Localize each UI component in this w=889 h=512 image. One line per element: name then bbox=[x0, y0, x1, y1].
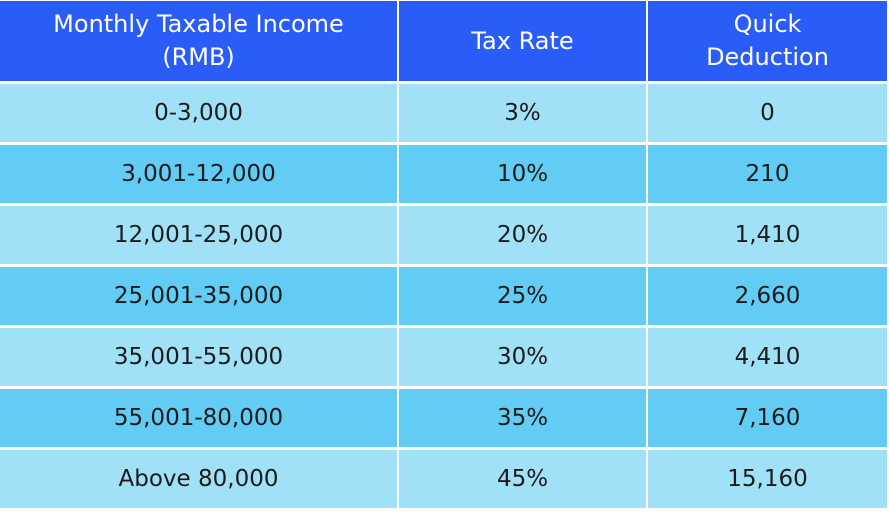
header-cell: Monthly Taxable Income (RMB) bbox=[0, 1, 397, 81]
cell-text: 25,001-35,000 bbox=[113, 283, 284, 309]
cell-text: 0-3,000 bbox=[154, 100, 243, 126]
table-cell: 25% bbox=[399, 267, 646, 325]
cell-text: 3% bbox=[504, 100, 541, 126]
cell-text: 210 bbox=[745, 161, 790, 187]
cell-text: 10% bbox=[496, 161, 549, 187]
header-cell: Quick Deduction bbox=[648, 1, 887, 81]
table-cell: 25,001-35,000 bbox=[0, 267, 397, 325]
table-cell: Above 80,000 bbox=[0, 450, 397, 508]
table-cell: 3% bbox=[399, 84, 646, 142]
table-cell: 210 bbox=[648, 145, 887, 203]
cell-text: 2,660 bbox=[734, 283, 801, 309]
header-cell: Tax Rate bbox=[399, 1, 646, 81]
cell-text: 7,160 bbox=[734, 405, 801, 431]
cell-text: 25% bbox=[496, 283, 549, 309]
header-text: Monthly Taxable Income (RMB) bbox=[53, 10, 344, 71]
cell-text: 35,001-55,000 bbox=[113, 344, 284, 370]
cell-text: 30% bbox=[496, 344, 549, 370]
header-text: Quick Deduction bbox=[706, 10, 829, 71]
cell-text: 35% bbox=[496, 405, 549, 431]
table-cell: 0 bbox=[648, 84, 887, 142]
table-cell: 45% bbox=[399, 450, 646, 508]
table-cell: 15,160 bbox=[648, 450, 887, 508]
table-cell: 10% bbox=[399, 145, 646, 203]
cell-text: 1,410 bbox=[734, 222, 801, 248]
cell-text: 45% bbox=[496, 466, 549, 492]
table-cell: 35,001-55,000 bbox=[0, 328, 397, 386]
cell-text: 12,001-25,000 bbox=[113, 222, 284, 248]
cell-text: Above 80,000 bbox=[118, 466, 279, 492]
cell-text: 4,410 bbox=[734, 344, 801, 370]
cell-text: 3,001-12,000 bbox=[121, 161, 276, 187]
table-cell: 1,410 bbox=[648, 206, 887, 264]
table-cell: 0-3,000 bbox=[0, 84, 397, 142]
table-cell: 55,001-80,000 bbox=[0, 389, 397, 447]
header-text: Tax Rate bbox=[471, 26, 574, 55]
table-cell: 7,160 bbox=[648, 389, 887, 447]
table-cell: 30% bbox=[399, 328, 646, 386]
cell-text: 20% bbox=[496, 222, 549, 248]
table-cell: 2,660 bbox=[648, 267, 887, 325]
table-cell: 3,001-12,000 bbox=[0, 145, 397, 203]
cell-text: 0 bbox=[760, 100, 775, 126]
cell-text: 55,001-80,000 bbox=[113, 405, 284, 431]
table-cell: 35% bbox=[399, 389, 646, 447]
table-cell: 20% bbox=[399, 206, 646, 264]
table-cell: 4,410 bbox=[648, 328, 887, 386]
cell-text: 15,160 bbox=[727, 466, 808, 492]
table-cell: 12,001-25,000 bbox=[0, 206, 397, 264]
